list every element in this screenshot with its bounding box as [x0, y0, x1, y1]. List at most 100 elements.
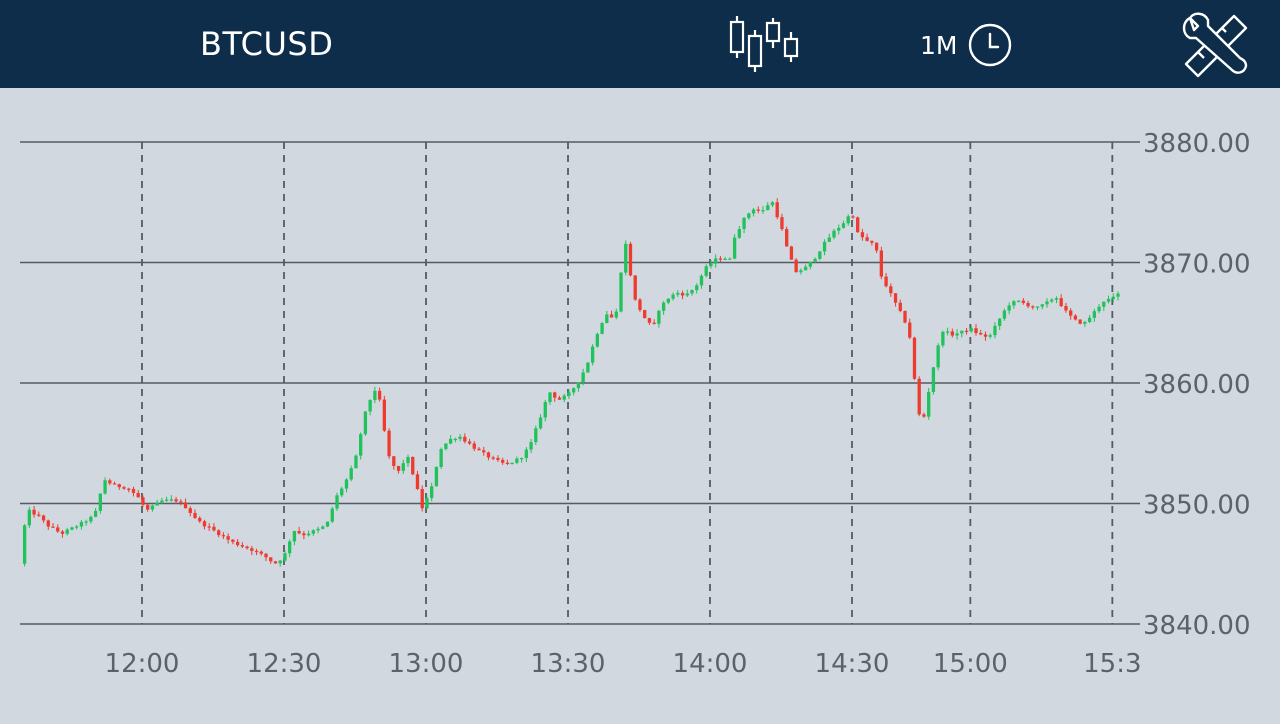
candle-body — [964, 330, 969, 332]
candle-body — [453, 438, 458, 441]
candle-body — [813, 258, 817, 262]
candle-body — [695, 285, 699, 291]
candle-body — [141, 497, 145, 505]
price-chart[interactable]: 3880.00 3870.00 3860.00 3850.00 3840.00 12:0… — [0, 88, 1280, 720]
candle-body — [827, 237, 831, 242]
candle-body — [373, 390, 377, 400]
candle-body — [785, 229, 789, 247]
candle-body — [557, 397, 562, 400]
candle-body — [657, 310, 661, 324]
x-tick-label: 14:30 — [815, 649, 890, 679]
candle-body — [737, 229, 742, 238]
candle-body — [127, 488, 131, 490]
candle-body — [1035, 306, 1040, 308]
candle-body — [1026, 302, 1030, 307]
candle-body — [1002, 310, 1007, 319]
candle-body — [32, 509, 36, 515]
candle-body — [832, 230, 836, 238]
candle-body — [723, 258, 727, 260]
candle-body — [283, 553, 287, 561]
candle-body — [150, 505, 155, 510]
candle-body — [202, 521, 207, 527]
candle-body — [548, 392, 552, 403]
candle-body — [103, 480, 107, 494]
x-tick-label: 15:00 — [933, 649, 1008, 679]
chart-type-button[interactable] — [722, 12, 806, 76]
candle-body — [889, 286, 893, 294]
candle-body — [538, 417, 543, 429]
candle-body — [84, 521, 88, 523]
candle-body — [770, 202, 775, 206]
candle-body — [292, 531, 297, 542]
candle-body — [799, 270, 803, 273]
candle-body — [586, 362, 590, 373]
candle-body — [311, 530, 316, 534]
candle-body — [297, 531, 301, 534]
candle-body — [609, 314, 614, 318]
candle-body — [226, 536, 230, 540]
candle-body — [278, 560, 282, 564]
candle-body — [354, 455, 358, 469]
candle-body — [562, 395, 566, 400]
x-tick-label: 13:00 — [389, 649, 464, 679]
candle-body — [1073, 315, 1078, 320]
candle-body — [240, 545, 245, 547]
candle-body — [131, 488, 136, 493]
x-tick-label: 12:00 — [105, 649, 180, 679]
candle-body — [671, 294, 675, 299]
candle-body — [505, 462, 510, 464]
candle-body — [780, 217, 784, 230]
candle-body — [1087, 317, 1092, 322]
candle-body — [75, 526, 79, 528]
candle-body — [614, 311, 618, 318]
timeframe-button[interactable]: 1M — [920, 22, 1013, 68]
candle-body — [898, 302, 902, 312]
candle-body — [117, 484, 121, 488]
y-tick-label: 3860.00 — [1143, 370, 1251, 400]
candle-body — [1092, 311, 1097, 318]
candle-body — [794, 259, 798, 273]
candle-body — [676, 292, 680, 295]
candle-body — [572, 388, 576, 393]
candle-body — [543, 402, 547, 418]
candle-body — [70, 527, 74, 530]
drawing-tools-button[interactable] — [1178, 8, 1254, 80]
candle-body — [1064, 306, 1068, 311]
candlestick-chart[interactable]: 3880.00 3870.00 3860.00 3850.00 3840.00 12:0… — [0, 88, 1280, 720]
candle-body — [628, 243, 633, 276]
candle-body — [136, 492, 140, 498]
candle-body — [969, 328, 973, 332]
candle-body — [865, 237, 869, 241]
candle-body — [590, 346, 595, 363]
candle-body — [680, 292, 685, 296]
candle-body — [344, 479, 349, 489]
candle-body — [112, 483, 117, 485]
candle-body — [553, 392, 557, 398]
candle-body — [732, 237, 737, 259]
candle-body — [960, 330, 964, 334]
x-tick-label: 14:00 — [673, 649, 748, 679]
candle-body — [709, 263, 713, 267]
candle-body — [870, 240, 874, 243]
candle-body — [941, 331, 945, 346]
candle-body — [510, 462, 514, 464]
candle-body — [998, 318, 1002, 326]
timeframe-label: 1M — [920, 30, 958, 60]
candle-body — [988, 335, 992, 337]
candle-body — [1054, 298, 1059, 300]
candle-body — [439, 449, 443, 467]
symbol-selector[interactable]: BTCUSD — [200, 25, 334, 63]
candle-body — [325, 521, 330, 527]
x-tick-label: 12:30 — [247, 649, 322, 679]
candle-body — [633, 275, 637, 300]
candle-body — [936, 345, 940, 368]
candle-body — [463, 436, 467, 442]
candle-body — [359, 434, 363, 456]
candle-body — [396, 465, 401, 471]
candle-body — [917, 378, 921, 415]
candle-body — [146, 504, 150, 510]
candle-body — [1050, 299, 1054, 302]
candle-body — [761, 210, 765, 212]
candle-body — [874, 242, 879, 251]
candle-body — [524, 449, 529, 458]
